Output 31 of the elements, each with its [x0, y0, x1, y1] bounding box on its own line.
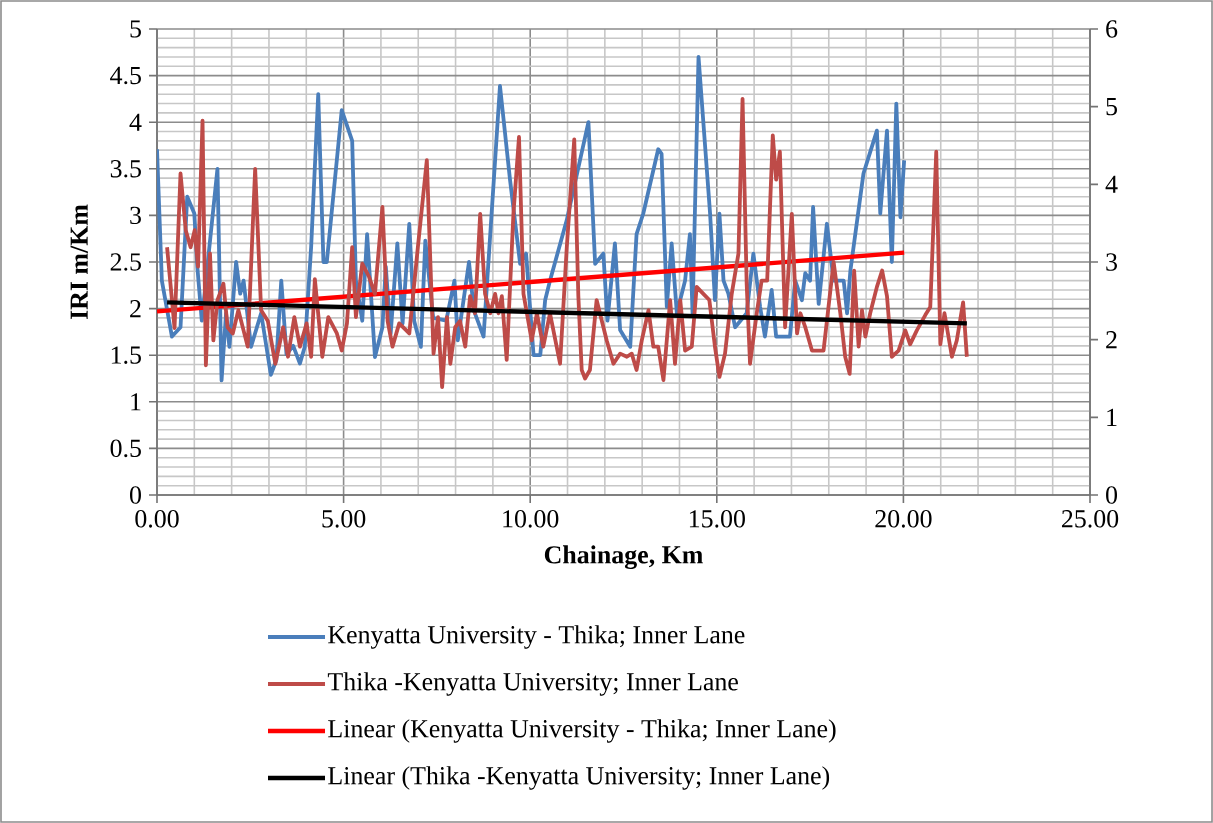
- y2-tick-label: 4: [1105, 175, 1118, 193]
- line-series: [165, 97, 969, 389]
- y2-tick-label: 3: [1106, 253, 1117, 271]
- y2-tick-label: 1: [1107, 408, 1117, 426]
- y-tick-label: 3.5: [110, 160, 141, 178]
- x-tick-label: 5.00: [322, 510, 366, 528]
- x-axis-title: Chainage, Km: [544, 545, 703, 569]
- y-tick-label: 2.5: [110, 253, 141, 271]
- legend-label: Linear (Thika -Kenyatta University; Inner Lane): [328, 766, 830, 790]
- x-tick-label: 15.00: [689, 510, 745, 528]
- y2-tick-label: 2: [1106, 331, 1117, 349]
- y-tick-label: 0: [130, 486, 141, 504]
- x-tick-label: 20.00: [875, 510, 932, 528]
- y-tick-label: 1.5: [111, 346, 141, 364]
- legend-label: Linear (Kenyatta University - Thika; Inner Lane): [328, 719, 836, 743]
- x-tick-label: 25.00: [1061, 510, 1119, 528]
- y-tick-label: 1: [131, 393, 141, 411]
- y2-tick-label: 5: [1106, 98, 1117, 116]
- y-axis-title: IRI m/Km: [70, 204, 88, 320]
- y-tick-label: 2: [130, 300, 141, 318]
- legend-label: Kenyatta University - Thika; Inner Lane: [328, 625, 745, 649]
- x-tick-label: 10.00: [503, 510, 559, 528]
- y-tick-label: 5: [130, 20, 141, 38]
- y-tick-label: 3: [130, 206, 141, 225]
- y2-tick-label: 6: [1106, 20, 1118, 38]
- y2-tick-label: 0: [1106, 486, 1118, 504]
- y-tick-label: 4.5: [110, 66, 141, 85]
- y-tick-label: 0.5: [110, 439, 141, 458]
- x-tick-label: 0.00: [135, 510, 179, 528]
- y-tick-label: 4: [129, 113, 142, 131]
- legend-label: Thika -Kenyatta University; Inner Lane: [327, 672, 738, 696]
